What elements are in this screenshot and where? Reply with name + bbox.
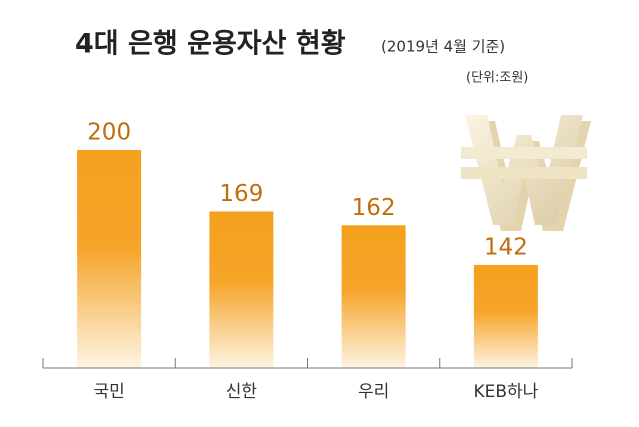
bar — [341, 225, 406, 368]
x-tick-label: KEB하나 — [473, 382, 538, 402]
value-label: 162 — [352, 195, 396, 221]
x-tick-label: 신한 — [226, 382, 258, 402]
chart-subtitle: (2019년 4월 기준) — [381, 38, 505, 56]
bar — [77, 150, 142, 368]
value-label: 142 — [484, 234, 528, 260]
value-label: 200 — [87, 120, 131, 146]
bar — [209, 211, 274, 368]
bar — [473, 264, 538, 368]
x-tick-label: 우리 — [358, 382, 389, 402]
chart-title: 4대 은행 운용자산 현황 — [75, 29, 346, 60]
x-tick-label: 국민 — [93, 382, 124, 402]
won-icon — [461, 115, 591, 231]
unit-label: (단위:조원) — [466, 71, 528, 86]
value-label: 169 — [219, 181, 263, 207]
